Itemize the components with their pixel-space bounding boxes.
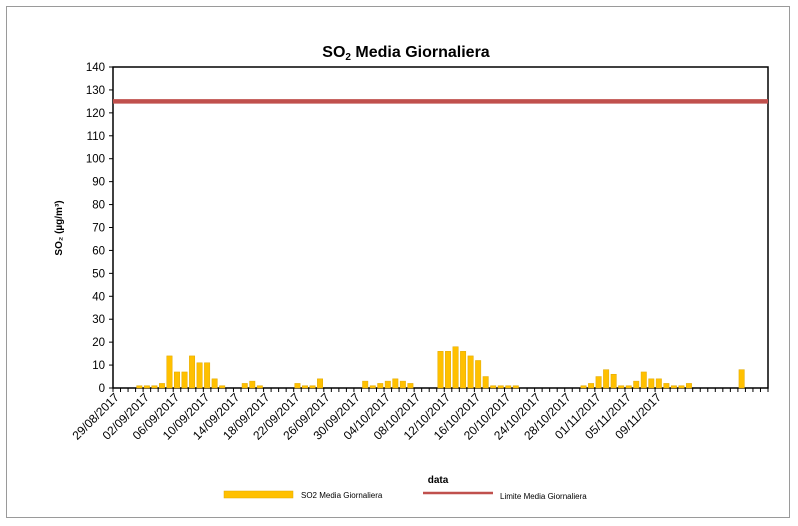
bar	[640, 371, 647, 389]
bar	[189, 355, 196, 389]
y-tick-label: 20	[92, 337, 105, 349]
chart-title-subscript: 2	[345, 52, 351, 63]
chart-title-rest: Media Giornaliera	[351, 44, 490, 61]
y-tick-label: 0	[99, 383, 105, 395]
bar	[670, 385, 677, 389]
bar	[166, 355, 173, 389]
y-tick-label: 120	[86, 108, 105, 120]
bar	[618, 385, 625, 389]
bar	[143, 385, 150, 389]
bar	[663, 383, 670, 389]
bar	[241, 383, 248, 389]
y-tick-label: 40	[92, 291, 105, 303]
bar	[467, 355, 474, 389]
bar	[407, 383, 414, 389]
y-tick-label: 90	[92, 177, 105, 189]
bar	[738, 369, 745, 389]
bar	[482, 376, 489, 389]
bar	[317, 378, 324, 389]
bar	[512, 385, 519, 389]
bar	[610, 373, 617, 389]
bar	[648, 378, 655, 389]
bar	[158, 383, 165, 389]
bar	[437, 351, 444, 389]
bar	[136, 385, 143, 389]
bar	[490, 385, 497, 389]
y-tick-label: 70	[92, 223, 105, 235]
x-axis-label: data	[428, 475, 449, 486]
y-tick-label: 110	[87, 131, 105, 143]
chart-frame	[6, 6, 790, 518]
legend-bar-label: SO2 Media Giornaliera	[301, 491, 383, 500]
bar	[309, 385, 316, 389]
bar	[219, 385, 226, 389]
chart-title-main: SO	[322, 44, 345, 61]
bar	[633, 380, 640, 389]
bar	[655, 378, 662, 389]
bar	[181, 371, 188, 389]
bar	[603, 369, 610, 389]
bar	[685, 383, 692, 389]
bar	[460, 351, 467, 389]
y-tick-label: 60	[92, 245, 105, 257]
bar	[588, 383, 595, 389]
y-tick-label: 140	[86, 62, 105, 74]
plot-border	[112, 66, 769, 389]
bar	[377, 383, 384, 389]
bar	[249, 380, 256, 389]
y-axis-label: SO₂ (µg/m³)	[54, 200, 65, 255]
legend-bar-swatch	[223, 490, 294, 499]
y-tick-label: 80	[92, 200, 105, 212]
y-tick-label: 50	[92, 268, 105, 280]
y-tick-label: 130	[86, 85, 105, 97]
bar	[445, 351, 451, 389]
bar	[196, 362, 203, 389]
bar	[294, 383, 301, 389]
bar	[678, 385, 685, 389]
legend: SO2 Media Giornaliera Limite Media Giorna…	[223, 490, 587, 501]
y-tick-label: 10	[92, 360, 105, 372]
bar	[497, 385, 504, 389]
bar	[174, 371, 180, 389]
bar	[475, 360, 482, 389]
bar	[211, 378, 218, 389]
chart-title: SO2 Media Giornaliera	[322, 44, 490, 63]
bar	[595, 376, 602, 389]
bar	[505, 385, 512, 389]
bar	[452, 346, 459, 389]
bar	[580, 385, 587, 389]
bar	[204, 362, 211, 389]
bar	[362, 380, 369, 389]
plot-area: 010203040506070809010011012013014029/08/…	[70, 62, 769, 443]
bar	[369, 385, 376, 389]
legend-line-label: Limite Media Giornaliera	[500, 492, 587, 501]
y-tick-label: 100	[86, 154, 105, 166]
y-tick-label: 30	[92, 314, 105, 326]
bar	[384, 380, 391, 389]
bar	[151, 385, 158, 389]
bar	[302, 385, 308, 389]
bar	[399, 380, 406, 389]
bar	[625, 385, 632, 389]
bar	[256, 385, 263, 389]
bar	[392, 378, 399, 389]
